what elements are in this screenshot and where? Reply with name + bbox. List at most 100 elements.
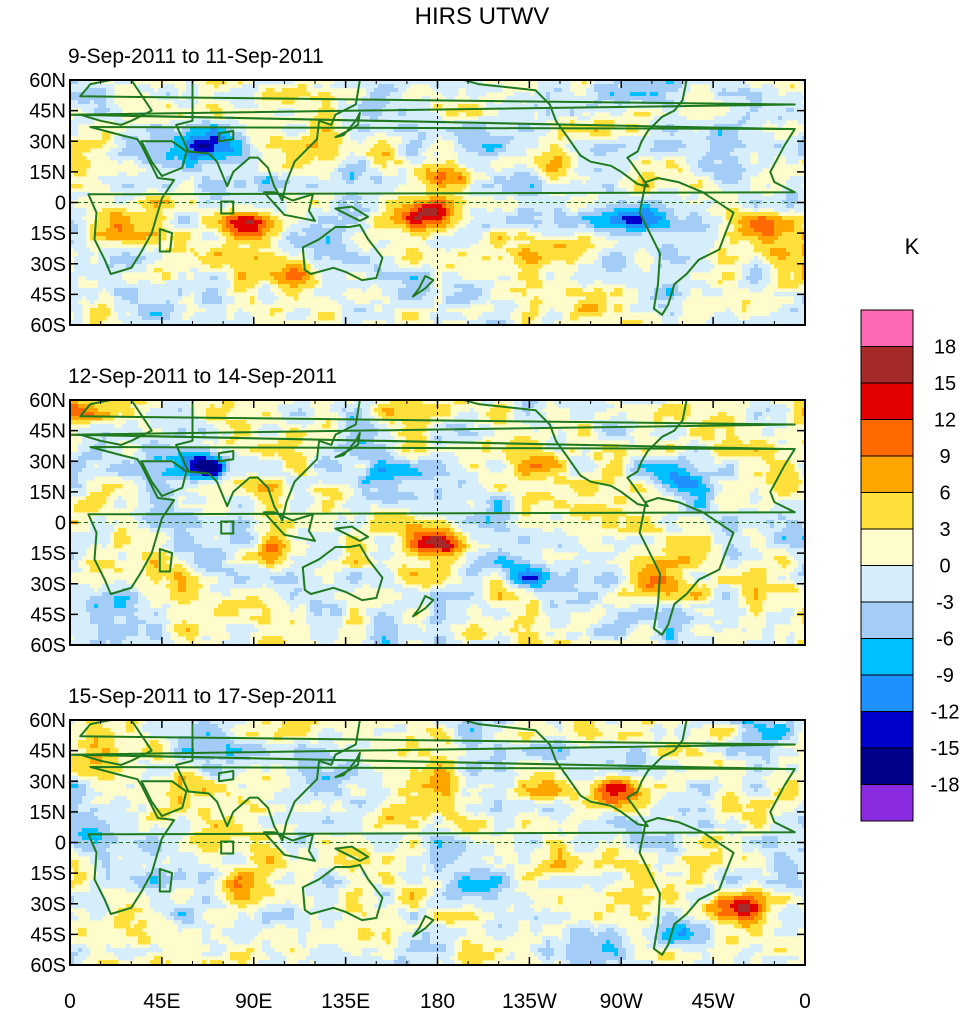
field-cell — [226, 144, 231, 149]
field-cell — [118, 160, 123, 165]
field-cell — [554, 156, 559, 161]
field-cell — [210, 184, 215, 189]
field-cell — [214, 204, 219, 209]
field-cell — [546, 204, 551, 209]
field-cell — [690, 204, 695, 209]
field-cell — [782, 116, 787, 121]
field-cell — [594, 216, 599, 221]
field-cell — [586, 92, 591, 97]
field-cell — [746, 224, 751, 229]
field-cell — [558, 104, 563, 109]
field-cell — [358, 100, 363, 105]
field-cell — [474, 124, 479, 129]
field-cell — [130, 232, 135, 237]
field-cell — [778, 112, 783, 117]
field-cell — [406, 224, 411, 229]
field-cell — [406, 152, 411, 157]
field-cell — [114, 116, 119, 121]
field-cell — [174, 120, 179, 125]
field-cell — [198, 180, 203, 185]
field-cell — [478, 112, 483, 117]
field-cell — [146, 208, 151, 213]
field-cell — [394, 80, 399, 85]
field-cell — [518, 104, 523, 109]
field-cell — [458, 140, 463, 145]
field-cell — [406, 140, 411, 145]
field-cell — [778, 204, 783, 209]
field-cell — [274, 220, 279, 225]
field-cell — [102, 228, 107, 233]
field-cell — [154, 168, 159, 173]
field-cell — [334, 136, 339, 141]
field-cell — [510, 180, 515, 185]
field-cell — [106, 180, 111, 185]
field-cell — [254, 232, 259, 237]
field-cell — [358, 120, 363, 125]
field-cell — [718, 84, 723, 89]
field-cell — [286, 132, 291, 137]
field-cell — [202, 184, 207, 189]
field-cell — [766, 112, 771, 117]
field-cell — [538, 224, 543, 229]
field-cell — [250, 160, 255, 165]
field-cell — [586, 160, 591, 165]
field-cell — [734, 140, 739, 145]
field-cell — [514, 168, 519, 173]
field-cell — [582, 220, 587, 225]
field-cell — [74, 232, 79, 237]
field-cell — [326, 144, 331, 149]
field-cell — [362, 184, 367, 189]
field-cell — [698, 152, 703, 157]
field-cell — [386, 96, 391, 101]
field-cell — [702, 148, 707, 153]
field-cell — [738, 224, 743, 229]
field-cell — [746, 140, 751, 145]
field-cell — [790, 108, 795, 113]
field-cell — [238, 88, 243, 93]
field-cell — [734, 132, 739, 137]
field-cell — [482, 92, 487, 97]
field-cell — [162, 184, 167, 189]
field-cell — [382, 212, 387, 217]
field-cell — [634, 204, 639, 209]
field-cell — [746, 132, 751, 137]
field-cell — [182, 176, 187, 181]
field-cell — [562, 108, 567, 113]
field-cell — [618, 220, 623, 225]
field-cell — [390, 104, 395, 109]
field-cell — [286, 128, 291, 133]
field-cell — [70, 100, 75, 105]
field-cell — [734, 216, 739, 221]
field-cell — [746, 176, 751, 181]
field-cell — [402, 116, 407, 121]
field-cell — [738, 212, 743, 217]
field-cell — [278, 80, 283, 85]
field-cell — [186, 124, 191, 129]
field-cell — [782, 228, 787, 233]
field-cell — [594, 144, 599, 149]
field-cell — [462, 140, 467, 145]
field-cell — [574, 104, 579, 109]
field-cell — [330, 156, 335, 161]
field-cell — [778, 140, 783, 145]
field-cell — [374, 88, 379, 93]
field-cell — [718, 176, 723, 181]
field-cell — [394, 124, 399, 129]
field-cell — [690, 156, 695, 161]
field-cell — [274, 144, 279, 149]
field-cell — [602, 216, 607, 221]
field-cell — [374, 128, 379, 133]
field-cell — [462, 144, 467, 149]
field-cell — [434, 168, 439, 173]
field-cell — [70, 128, 75, 133]
field-cell — [358, 208, 363, 213]
field-cell — [366, 176, 371, 181]
field-cell — [534, 96, 539, 101]
field-cell — [582, 168, 587, 173]
field-cell — [626, 128, 631, 133]
field-cell — [158, 180, 163, 185]
field-cell — [470, 212, 475, 217]
field-cell — [326, 140, 331, 145]
field-cell — [222, 80, 227, 85]
field-cell — [218, 216, 223, 221]
